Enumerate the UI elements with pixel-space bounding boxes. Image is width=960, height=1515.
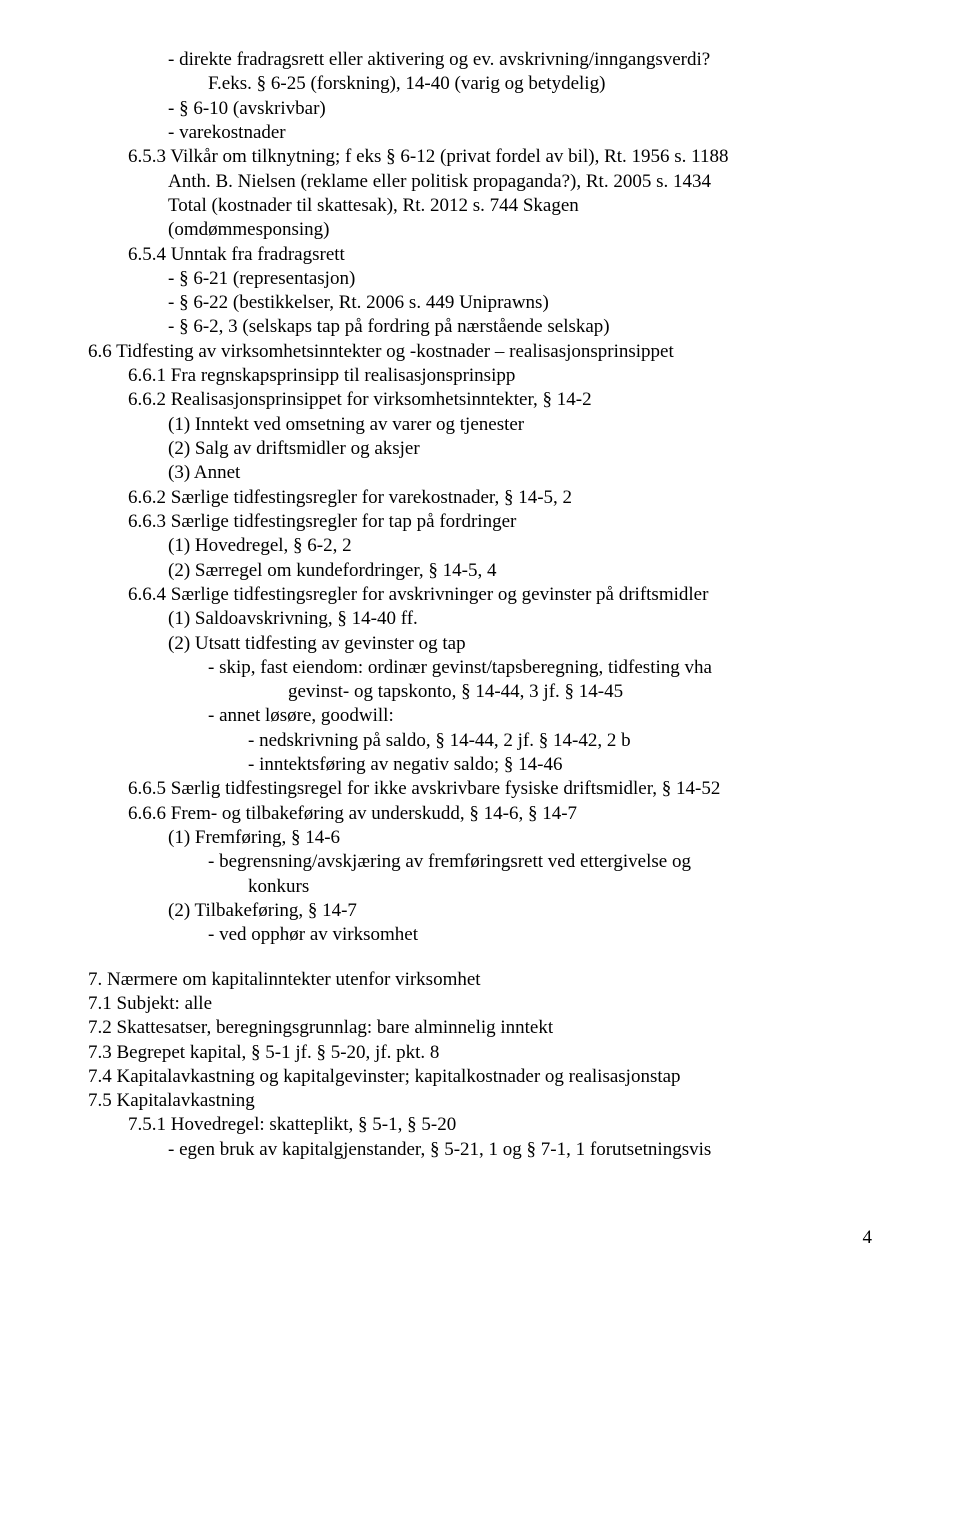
text-line: 6.6.4 Særlige tidfestingsregler for avsk… bbox=[128, 583, 872, 607]
document-page: - direkte fradragsrett eller aktivering … bbox=[0, 0, 960, 1298]
text-line: 6.6.3 Særlige tidfestingsregler for tap … bbox=[128, 510, 872, 534]
text-line: - egen bruk av kapitalgjenstander, § 5-2… bbox=[168, 1138, 872, 1162]
text-line: - § 6-22 (bestikkelser, Rt. 2006 s. 449 … bbox=[168, 291, 872, 315]
text-line: - § 6-21 (representasjon) bbox=[168, 267, 872, 291]
text-line: (1) Fremføring, § 14-6 bbox=[168, 826, 872, 850]
text-line: gevinst- og tapskonto, § 14-44, 3 jf. § … bbox=[288, 680, 872, 704]
text-line: - § 6-10 (avskrivbar) bbox=[168, 97, 872, 121]
text-line: 7.1 Subjekt: alle bbox=[88, 992, 872, 1016]
text-line: 7.2 Skattesatser, beregningsgrunnlag: ba… bbox=[88, 1016, 872, 1040]
text-line: 6.6 Tidfesting av virksomhetsinntekter o… bbox=[88, 340, 872, 364]
text-line: - skip, fast eiendom: ordinær gevinst/ta… bbox=[208, 656, 872, 680]
text-line: 6.6.1 Fra regnskapsprinsipp til realisas… bbox=[128, 364, 872, 388]
text-line: 7. Nærmere om kapitalinntekter utenfor v… bbox=[88, 968, 872, 992]
text-line: (3) Annet bbox=[168, 461, 872, 485]
text-line: - varekostnader bbox=[168, 121, 872, 145]
text-line: - annet løsøre, goodwill: bbox=[208, 704, 872, 728]
text-line: 6.6.5 Særlig tidfestingsregel for ikke a… bbox=[128, 777, 872, 801]
text-line: - nedskrivning på saldo, § 14-44, 2 jf. … bbox=[248, 729, 872, 753]
text-line: 6.5.3 Vilkår om tilknytning; f eks § 6-1… bbox=[128, 145, 872, 169]
text-line: (2) Utsatt tidfesting av gevinster og ta… bbox=[168, 632, 872, 656]
text-line: (2) Salg av driftsmidler og aksjer bbox=[168, 437, 872, 461]
text-line: Anth. B. Nielsen (reklame eller politisk… bbox=[168, 170, 872, 194]
text-line: - direkte fradragsrett eller aktivering … bbox=[168, 48, 872, 72]
text-line: - begrensning/avskjæring av fremføringsr… bbox=[208, 850, 872, 874]
text-line: 6.6.2 Særlige tidfestingsregler for vare… bbox=[128, 486, 872, 510]
text-line: 6.6.6 Frem- og tilbakeføring av undersku… bbox=[128, 802, 872, 826]
text-line: 6.6.2 Realisasjonsprinsippet for virksom… bbox=[128, 388, 872, 412]
text-line: - ved opphør av virksomhet bbox=[208, 923, 872, 947]
text-line: (1) Hovedregel, § 6-2, 2 bbox=[168, 534, 872, 558]
document-body: - direkte fradragsrett eller aktivering … bbox=[88, 48, 872, 1162]
text-line: (1) Inntekt ved omsetning av varer og tj… bbox=[168, 413, 872, 437]
text-line: (omdømmesponsing) bbox=[168, 218, 872, 242]
text-line: 7.3 Begrepet kapital, § 5-1 jf. § 5-20, … bbox=[88, 1041, 872, 1065]
page-number: 4 bbox=[88, 1226, 872, 1250]
text-line: 6.5.4 Unntak fra fradragsrett bbox=[128, 243, 872, 267]
text-line: (2) Tilbakeføring, § 14-7 bbox=[168, 899, 872, 923]
text-line: 7.5.1 Hovedregel: skatteplikt, § 5-1, § … bbox=[128, 1113, 872, 1137]
blank-line bbox=[88, 948, 872, 968]
text-line: konkurs bbox=[248, 875, 872, 899]
text-line: - inntektsføring av negativ saldo; § 14-… bbox=[248, 753, 872, 777]
text-line: (1) Saldoavskrivning, § 14-40 ff. bbox=[168, 607, 872, 631]
text-line: 7.5 Kapitalavkastning bbox=[88, 1089, 872, 1113]
text-line: Total (kostnader til skattesak), Rt. 201… bbox=[168, 194, 872, 218]
text-line: 7.4 Kapitalavkastning og kapitalgevinste… bbox=[88, 1065, 872, 1089]
text-line: F.eks. § 6-25 (forskning), 14-40 (varig … bbox=[208, 72, 872, 96]
text-line: (2) Særregel om kundefordringer, § 14-5,… bbox=[168, 559, 872, 583]
text-line: - § 6-2, 3 (selskaps tap på fordring på … bbox=[168, 315, 872, 339]
